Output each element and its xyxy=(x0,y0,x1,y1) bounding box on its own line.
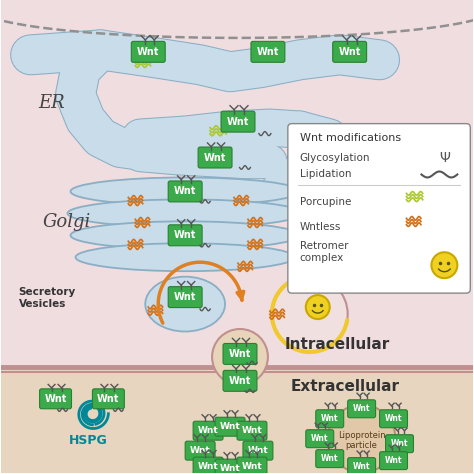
FancyBboxPatch shape xyxy=(347,457,375,474)
Text: Wnt: Wnt xyxy=(385,456,402,465)
FancyBboxPatch shape xyxy=(223,370,257,392)
Text: Wnt: Wnt xyxy=(353,404,370,413)
Circle shape xyxy=(328,405,395,473)
FancyBboxPatch shape xyxy=(131,41,165,62)
FancyBboxPatch shape xyxy=(347,400,375,418)
Text: Wnt: Wnt xyxy=(321,454,338,463)
FancyBboxPatch shape xyxy=(168,287,202,308)
FancyBboxPatch shape xyxy=(168,181,202,202)
Ellipse shape xyxy=(71,221,300,249)
FancyBboxPatch shape xyxy=(193,457,223,474)
Text: Ψ: Ψ xyxy=(439,151,450,164)
Circle shape xyxy=(306,295,330,319)
FancyBboxPatch shape xyxy=(215,417,245,436)
Text: Porcupine: Porcupine xyxy=(300,197,351,208)
FancyBboxPatch shape xyxy=(193,421,223,440)
Text: Wnt: Wnt xyxy=(219,464,240,473)
FancyBboxPatch shape xyxy=(306,430,334,447)
FancyBboxPatch shape xyxy=(185,441,215,460)
Text: Wnt: Wnt xyxy=(174,292,196,302)
FancyBboxPatch shape xyxy=(316,410,344,428)
Text: Lipidation: Lipidation xyxy=(300,170,351,180)
Text: Wntless: Wntless xyxy=(300,222,341,232)
Ellipse shape xyxy=(71,177,300,205)
FancyBboxPatch shape xyxy=(288,124,470,293)
Text: Wnt: Wnt xyxy=(311,434,328,443)
Circle shape xyxy=(212,329,268,385)
Text: Wnt: Wnt xyxy=(45,394,67,404)
FancyBboxPatch shape xyxy=(385,435,413,453)
Text: Wnt: Wnt xyxy=(198,462,219,471)
FancyBboxPatch shape xyxy=(221,111,255,132)
FancyBboxPatch shape xyxy=(198,147,232,168)
Text: Wnt: Wnt xyxy=(321,414,338,423)
Text: Wnt: Wnt xyxy=(137,47,159,57)
Text: ER: ER xyxy=(38,94,65,112)
Text: Glycosylation: Glycosylation xyxy=(300,153,370,163)
FancyBboxPatch shape xyxy=(380,410,408,428)
Text: Wnt: Wnt xyxy=(97,394,119,404)
FancyBboxPatch shape xyxy=(333,41,366,62)
Ellipse shape xyxy=(145,277,225,331)
Text: Golgi: Golgi xyxy=(43,213,91,231)
FancyBboxPatch shape xyxy=(251,41,285,62)
FancyBboxPatch shape xyxy=(40,389,72,409)
Circle shape xyxy=(431,252,457,278)
Text: Lipoprotein
particle: Lipoprotein particle xyxy=(338,431,385,450)
Ellipse shape xyxy=(67,200,303,228)
Text: Intracellular: Intracellular xyxy=(284,337,390,352)
FancyBboxPatch shape xyxy=(237,457,267,474)
FancyBboxPatch shape xyxy=(215,459,245,474)
FancyBboxPatch shape xyxy=(243,441,273,460)
Text: Wnt: Wnt xyxy=(190,446,210,455)
Text: Wnt: Wnt xyxy=(204,153,226,163)
Text: Wnt: Wnt xyxy=(174,230,196,240)
Text: Wnt: Wnt xyxy=(219,422,240,431)
Text: Wnt: Wnt xyxy=(229,349,251,359)
Bar xyxy=(0,369,474,473)
Bar xyxy=(0,0,474,369)
FancyBboxPatch shape xyxy=(92,389,124,409)
Text: Wnt: Wnt xyxy=(338,47,361,57)
Text: Wnt: Wnt xyxy=(242,462,262,471)
FancyBboxPatch shape xyxy=(380,452,408,470)
FancyBboxPatch shape xyxy=(168,225,202,246)
Text: Retromer
complex: Retromer complex xyxy=(300,241,348,263)
Text: Wnt: Wnt xyxy=(391,439,408,448)
FancyBboxPatch shape xyxy=(237,421,267,440)
Text: Wnt: Wnt xyxy=(257,47,279,57)
Text: Wnt: Wnt xyxy=(247,446,268,455)
Text: Wnt: Wnt xyxy=(174,186,196,196)
Ellipse shape xyxy=(75,243,295,271)
FancyBboxPatch shape xyxy=(223,344,257,365)
Text: Wnt: Wnt xyxy=(198,426,219,435)
Circle shape xyxy=(295,245,319,269)
FancyBboxPatch shape xyxy=(316,450,344,467)
Text: Wnt: Wnt xyxy=(385,414,402,423)
Text: Wnt modifications: Wnt modifications xyxy=(300,133,401,143)
Text: Secretory
Vesicles: Secretory Vesicles xyxy=(18,287,76,309)
Text: Wnt: Wnt xyxy=(229,376,251,386)
Text: HSPG: HSPG xyxy=(69,434,108,447)
Text: Wnt: Wnt xyxy=(353,462,370,471)
Text: Extracellular: Extracellular xyxy=(291,379,400,394)
Text: Wnt: Wnt xyxy=(227,117,249,127)
Circle shape xyxy=(272,276,347,352)
Text: Wnt: Wnt xyxy=(242,426,262,435)
